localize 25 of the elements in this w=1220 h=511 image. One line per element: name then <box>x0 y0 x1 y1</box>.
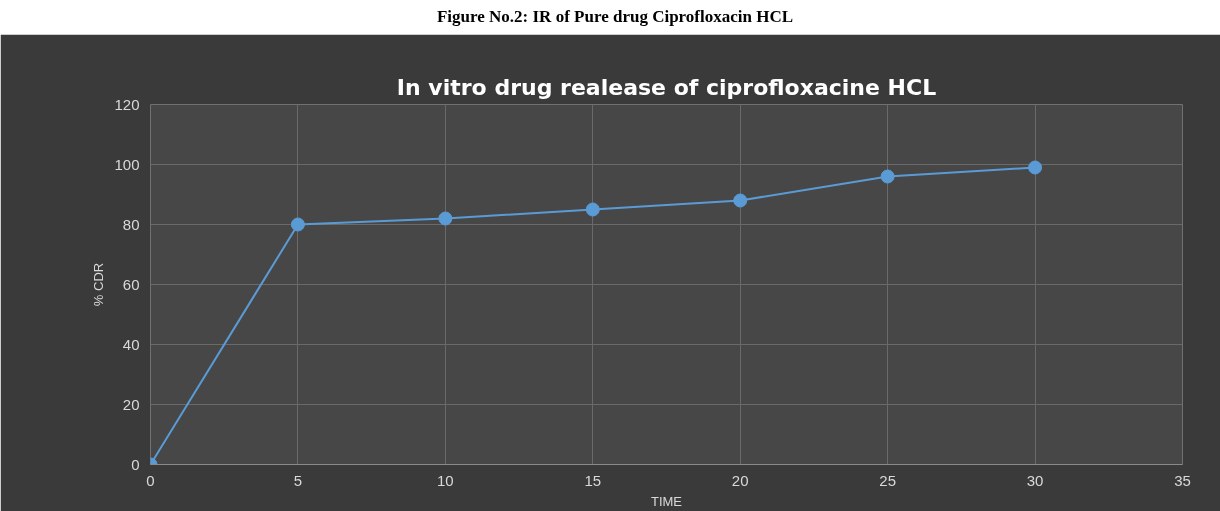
x-tick-label: 5 <box>293 471 303 489</box>
x-tick-label: 0 <box>146 471 155 489</box>
chart-title: In vitro drug realease of ciprofloxacine HCL <box>396 74 937 100</box>
y-tick-label: 40 <box>122 335 140 353</box>
point <box>585 202 600 217</box>
x-tick-label: 15 <box>584 471 602 489</box>
y-tick-label: 20 <box>122 395 140 413</box>
point <box>290 217 305 232</box>
x-tick-label: 20 <box>731 471 749 489</box>
point <box>880 169 895 184</box>
x-tick-label: 35 <box>1174 471 1191 489</box>
text: Figure No.2: IR of Pure drug Ciprofloxacin HCL <box>436 6 794 28</box>
y-tick-label: 120 <box>114 95 140 113</box>
point <box>733 193 748 208</box>
y-tick-label: 60 <box>122 275 140 293</box>
y-axis-title: % CDR <box>91 262 107 307</box>
x-axis-title: TIME <box>650 493 683 509</box>
x-tick-label: 10 <box>437 471 454 489</box>
y-tick-label: 80 <box>122 215 140 233</box>
y-tick-label: 100 <box>114 155 140 173</box>
point <box>1028 160 1043 175</box>
y-tick-label: 0 <box>131 455 140 473</box>
x-tick-label: 30 <box>1026 471 1044 489</box>
x-tick-label: 25 <box>879 471 896 489</box>
point <box>438 211 453 226</box>
